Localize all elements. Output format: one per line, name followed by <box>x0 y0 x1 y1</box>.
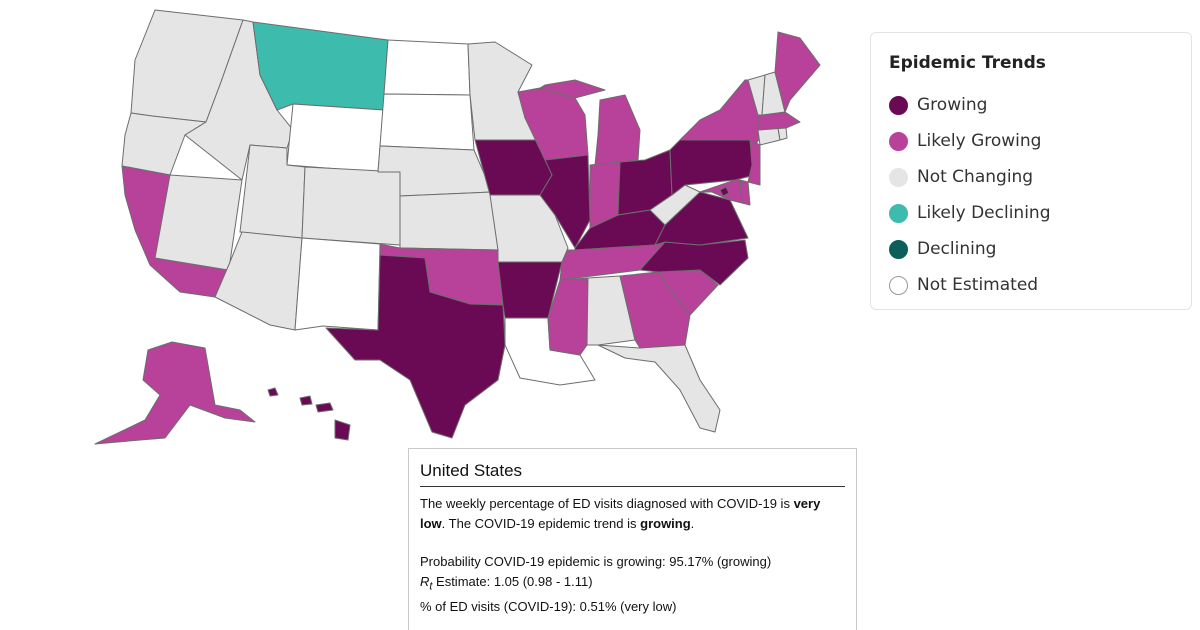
popup-desc-end: . <box>690 516 695 531</box>
legend-label: Likely Growing <box>917 131 1042 151</box>
popup-description: The weekly percentage of ED visits diagn… <box>420 494 844 534</box>
popup-ed-visits: % of ED visits (COVID-19): 0.51% (very l… <box>420 598 677 614</box>
legend-item-not-estimated[interactable]: Not Estimated <box>889 267 1173 303</box>
legend-item-not-changing[interactable]: Not Changing <box>889 159 1173 195</box>
state-ak[interactable] <box>94 341 256 445</box>
state-or[interactable] <box>121 112 207 176</box>
legend-label: Growing <box>917 95 988 115</box>
state-wy[interactable] <box>286 103 384 173</box>
state-co[interactable] <box>301 166 401 246</box>
legend-swatch <box>889 239 908 259</box>
legend-item-declining[interactable]: Declining <box>889 231 1173 267</box>
rt-subscript: t <box>429 580 433 593</box>
legend-swatch <box>889 167 908 187</box>
state-me[interactable] <box>774 31 821 113</box>
state-ri[interactable] <box>777 127 788 141</box>
popup-rt: Rt Estimate: 1.05 (0.98 - 1.11) <box>420 572 844 597</box>
legend-swatch <box>889 131 908 151</box>
legend-panel: Epidemic Trends Growing Likely Growing Not… <box>870 32 1192 310</box>
state-al[interactable] <box>586 275 636 346</box>
popup-level: very low <box>420 496 821 531</box>
popup-desc-pre: The weekly percentage of ED visits diagn… <box>420 496 794 511</box>
state-nd[interactable] <box>383 39 471 96</box>
legend-item-growing[interactable]: Growing <box>889 87 1173 123</box>
popup-probability: Probability COVID-19 epidemic is growing… <box>420 554 772 569</box>
state-nj[interactable] <box>747 139 761 186</box>
state-sd[interactable] <box>379 93 475 151</box>
state-ny[interactable] <box>679 79 763 151</box>
legend-title: Epidemic Trends <box>889 53 1046 73</box>
legend-swatch <box>889 203 908 223</box>
state-dc[interactable] <box>719 186 730 197</box>
state-wv[interactable] <box>649 184 701 226</box>
legend-label: Declining <box>917 239 997 259</box>
state-tx[interactable] <box>325 254 506 439</box>
legend-label: Not Estimated <box>917 275 1039 295</box>
legend-label: Not Changing <box>917 167 1034 187</box>
legend-item-likely-declining[interactable]: Likely Declining <box>889 195 1173 231</box>
us-states-map <box>94 9 821 445</box>
state-nm[interactable] <box>294 237 381 331</box>
popup-trend: growing <box>640 516 691 531</box>
popup-title: United States <box>420 461 845 487</box>
legend-item-likely-growing[interactable]: Likely Growing <box>889 123 1173 159</box>
popup-desc-mid: . The COVID-19 epidemic trend is <box>441 516 641 531</box>
state-ct[interactable] <box>757 127 781 146</box>
rt-symbol: R <box>420 574 430 589</box>
rt-estimate: Estimate: 1.05 (0.98 - 1.11) <box>432 574 593 589</box>
state-fl[interactable] <box>597 344 721 433</box>
us-summary-popup: United States The weekly percentage of E… <box>408 448 857 630</box>
state-hi[interactable] <box>267 387 351 441</box>
state-mi[interactable] <box>539 79 641 166</box>
state-nv[interactable] <box>154 174 243 271</box>
legend-list: Growing Likely Growing Not Changing Likely … <box>889 87 1173 303</box>
state-ks[interactable] <box>399 191 499 251</box>
legend-swatch <box>889 95 908 115</box>
state-il[interactable] <box>539 154 591 249</box>
legend-swatch <box>889 275 908 295</box>
legend-label: Likely Declining <box>917 203 1051 223</box>
state-mt[interactable] <box>252 21 389 111</box>
